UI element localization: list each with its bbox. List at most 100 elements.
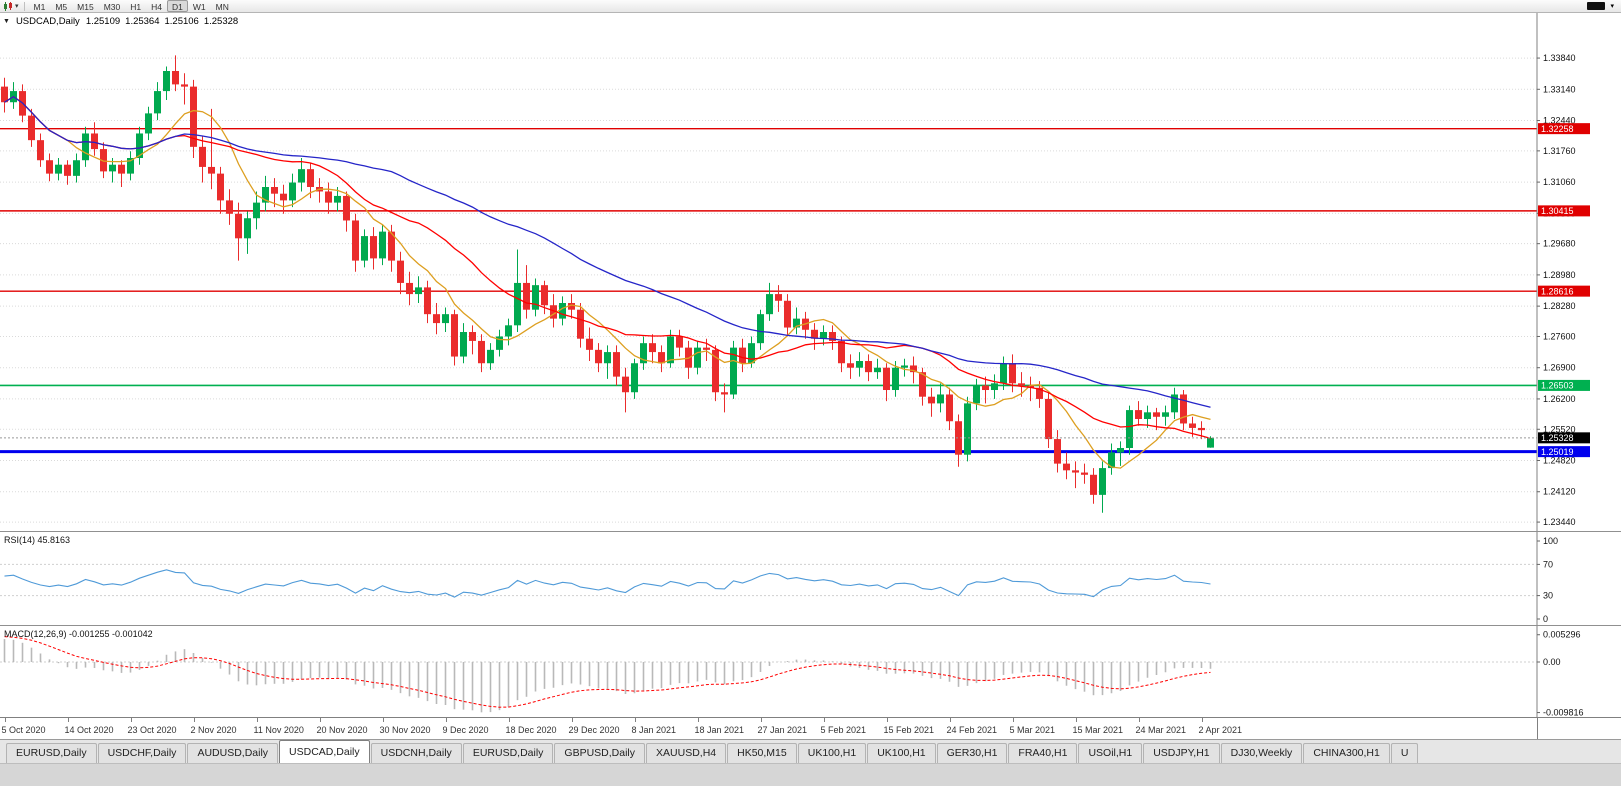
time-axis-tick xyxy=(634,718,636,722)
time-axis-tick xyxy=(760,718,762,722)
chart-tab-xauusd-h4[interactable]: XAUUSD,H4 xyxy=(646,743,727,763)
time-axis-label: 5 Feb 2021 xyxy=(820,725,867,735)
timeframe-button-d1[interactable]: D1 xyxy=(166,0,188,12)
timeframe-button-mn[interactable]: MN xyxy=(215,2,229,12)
rsi-panel[interactable]: 100 70 30 0 RSI(14) 45.8163 xyxy=(0,531,1621,625)
svg-text:1.24820: 1.24820 xyxy=(1543,456,1576,466)
svg-text:1.26200: 1.26200 xyxy=(1543,394,1576,404)
timeframe-button-m15[interactable]: M15 xyxy=(77,2,94,12)
time-axis-tick xyxy=(445,718,447,722)
toolbar-right-icon[interactable] xyxy=(1587,2,1606,10)
chart-tab-dj30-weekly[interactable]: DJ30,Weekly xyxy=(1220,743,1303,763)
chart-tab-ger30-h1[interactable]: GER30,H1 xyxy=(936,743,1008,763)
time-axis-label: 24 Feb 2021 xyxy=(946,725,998,735)
chart-tabs-bar: EURUSD,Daily USDCHF,Daily AUDUSD,Daily USDC… xyxy=(0,739,1621,763)
svg-text:1.23440: 1.23440 xyxy=(1543,517,1576,527)
time-axis-label: 15 Mar 2021 xyxy=(1072,725,1124,735)
chart-title: ▼ USDCAD,Daily 1.25109 1.25364 1.25106 1… xyxy=(3,16,243,27)
time-axis-tick xyxy=(1012,718,1014,722)
ohlc-close: 1.25328 xyxy=(203,16,239,27)
timeframe-button-h4[interactable]: H4 xyxy=(151,2,162,12)
chart-tab-usoil-h1[interactable]: USOil,H1 xyxy=(1078,743,1143,763)
svg-text:0: 0 xyxy=(1543,614,1548,624)
timeframe-button-m30[interactable]: M30 xyxy=(103,2,121,12)
ohlc-low: 1.25106 xyxy=(164,16,199,27)
chart-tab-uk100-h1[interactable]: UK100,H1 xyxy=(867,743,936,763)
svg-text:30: 30 xyxy=(1543,591,1553,601)
timeframe-button-h1[interactable]: H1 xyxy=(130,2,142,12)
time-axis-tick xyxy=(508,718,510,722)
time-axis-label: 14 Oct 2020 xyxy=(64,725,114,735)
time-axis-label: 27 Jan 2021 xyxy=(757,725,808,735)
rsi-label: RSI(14) 45.8163 xyxy=(4,535,71,545)
time-axis-label: 18 Jan 2021 xyxy=(694,725,745,735)
svg-text:1.26503: 1.26503 xyxy=(1541,381,1574,391)
time-axis-label: 9 Dec 2020 xyxy=(442,725,489,735)
chart-tab-eurusd-daily[interactable]: EURUSD,Daily xyxy=(6,743,97,763)
time-axis-label: 8 Jan 2021 xyxy=(631,725,677,735)
macd-canvas[interactable]: 0.005296 0.00 -0.009816 xyxy=(0,626,1621,717)
timeframe-button-m5[interactable]: M5 xyxy=(55,2,68,12)
svg-text:1.32258: 1.32258 xyxy=(1541,124,1574,134)
time-axis-tick xyxy=(886,718,888,722)
svg-text:1.31760: 1.31760 xyxy=(1543,146,1576,156)
svg-text:1.30415: 1.30415 xyxy=(1541,206,1574,216)
svg-text:1.25520: 1.25520 xyxy=(1543,424,1576,434)
svg-text:100: 100 xyxy=(1543,536,1558,546)
macd-panel[interactable]: 0.005296 0.00 -0.009816 MACD(12,26,9) -0.0… xyxy=(0,625,1621,717)
time-axis-label: 30 Nov 2020 xyxy=(379,725,431,735)
toolbar-overflow-icon[interactable]: ▾ xyxy=(1610,3,1614,10)
time-axis-label: 20 Nov 2020 xyxy=(316,725,368,735)
chart-tab-uk100-h1[interactable]: UK100,H1 xyxy=(797,743,867,763)
candlestick-chart-icon[interactable] xyxy=(3,1,14,12)
main-chart-panel[interactable]: 1.338401.331401.324401.317601.310601.303… xyxy=(0,13,1621,531)
toolbar-separator xyxy=(23,1,25,11)
chart-tab-gbpusd-daily[interactable]: GBPUSD,Daily xyxy=(554,743,646,763)
time-axis-tick xyxy=(4,718,6,722)
svg-text:1.25019: 1.25019 xyxy=(1541,447,1574,457)
svg-text:1.32440: 1.32440 xyxy=(1543,116,1576,126)
chart-tab-usdcnh-daily[interactable]: USDCNH,Daily xyxy=(370,743,462,763)
svg-text:-0.009816: -0.009816 xyxy=(1543,708,1584,717)
timeframe-button-m1[interactable]: M1 xyxy=(33,2,46,12)
time-axis-label: 15 Feb 2021 xyxy=(883,725,935,735)
time-axis[interactable]: 5 Oct 2020 14 Oct 2020 23 Oct 2020 2 Nov 20… xyxy=(0,717,1621,739)
chart-tab-usdchf-daily[interactable]: USDCHF,Daily xyxy=(97,743,187,763)
chart-tab-eurusd-daily[interactable]: EURUSD,Daily xyxy=(462,743,554,763)
ohlc-high: 1.25364 xyxy=(125,16,160,27)
svg-text:70: 70 xyxy=(1543,559,1553,569)
macd-label: MACD(12,26,9) -0.001255 -0.001042 xyxy=(4,629,153,639)
timeframe-button-w1[interactable]: W1 xyxy=(192,2,206,12)
chart-tab-china300-h1[interactable]: CHINA300,H1 xyxy=(1303,743,1390,763)
chart-tab-hk50-m15[interactable]: HK50,M15 xyxy=(727,743,797,763)
svg-text:1.26900: 1.26900 xyxy=(1543,363,1576,373)
time-axis-tick xyxy=(697,718,699,722)
chart-tab-u[interactable]: U xyxy=(1390,743,1419,763)
time-axis-tick xyxy=(130,718,132,722)
time-axis-label: 2 Apr 2021 xyxy=(1198,725,1243,735)
time-axis-tick xyxy=(1138,718,1140,722)
rsi-canvas[interactable]: 100 70 30 0 xyxy=(0,532,1621,625)
svg-text:0.005296: 0.005296 xyxy=(1543,630,1581,640)
svg-text:1.31060: 1.31060 xyxy=(1543,177,1576,187)
chart-tab-fra40-h1[interactable]: FRA40,H1 xyxy=(1008,743,1078,763)
svg-text:1.25328: 1.25328 xyxy=(1541,433,1574,443)
time-axis-label: 29 Dec 2020 xyxy=(568,725,620,735)
time-axis-label: 24 Mar 2021 xyxy=(1135,725,1187,735)
chart-tab-usdjpy-h1[interactable]: USDJPY,H1 xyxy=(1143,743,1220,763)
time-axis-label: 5 Mar 2021 xyxy=(1009,725,1056,735)
svg-text:1.27600: 1.27600 xyxy=(1543,331,1576,341)
chart-tab-audusd-daily[interactable]: AUDUSD,Daily xyxy=(187,743,279,763)
time-axis-label: 18 Dec 2020 xyxy=(505,725,557,735)
svg-text:1.24120: 1.24120 xyxy=(1543,487,1576,497)
chart-tab-usdcad-daily[interactable]: USDCAD,Daily xyxy=(279,740,370,763)
price-chart-canvas[interactable]: 1.338401.331401.324401.317601.310601.303… xyxy=(0,13,1621,531)
ohlc-open: 1.25109 xyxy=(85,16,121,27)
collapse-quickpanel-icon[interactable]: ▼ xyxy=(3,18,10,25)
chart-type-dropdown-icon[interactable]: ▾ xyxy=(15,3,19,10)
time-axis-tick xyxy=(1075,718,1077,722)
time-axis-tick xyxy=(949,718,951,722)
candlestick-chart-glyph xyxy=(4,1,12,11)
time-axis-label: 2 Nov 2020 xyxy=(190,725,237,735)
time-axis-tick xyxy=(571,718,573,722)
